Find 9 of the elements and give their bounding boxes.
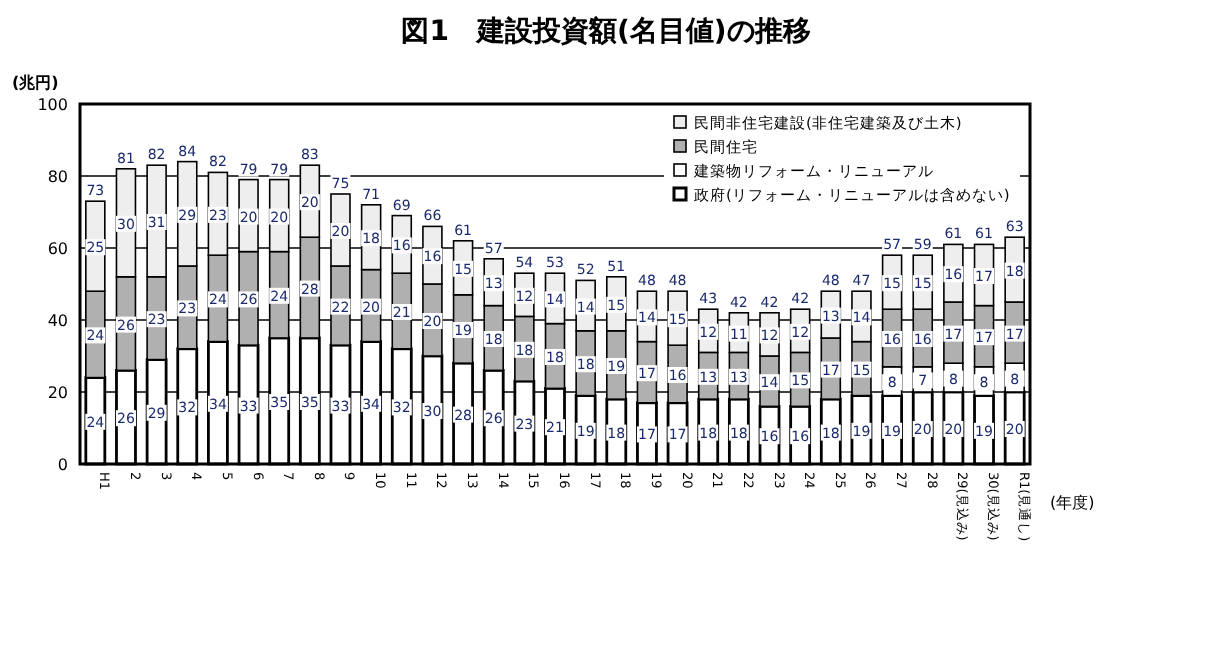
x-axis-title: (年度)	[1050, 494, 1095, 512]
chart-title: 図1 建設投資額(名目値)の推移	[401, 14, 811, 48]
y-tick-label: 0	[57, 456, 68, 474]
y-axis-title: (兆円)	[12, 74, 59, 92]
y-tick-label: 80	[47, 168, 68, 186]
y-tick-label: 20	[47, 384, 68, 402]
y-tick-label: 60	[47, 240, 68, 258]
y-tick-label: 40	[47, 312, 68, 330]
y-tick-label: 100	[37, 96, 68, 114]
